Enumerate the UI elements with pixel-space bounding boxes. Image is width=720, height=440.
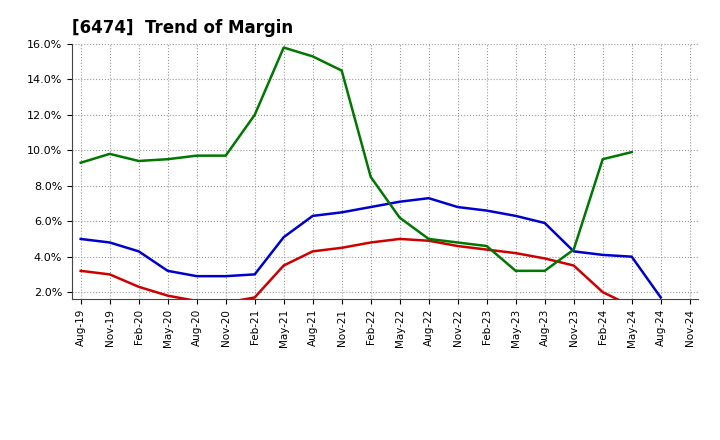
Net Income [511,250,520,256]
Ordinary Income [482,208,491,213]
Operating Cashflow [192,153,201,158]
Ordinary Income [541,220,549,226]
Ordinary Income [163,268,172,274]
Ordinary Income [221,274,230,279]
Ordinary Income [657,295,665,300]
Net Income [657,300,665,305]
Operating Cashflow [541,268,549,274]
Net Income [541,256,549,261]
Net Income [424,238,433,243]
Ordinary Income [192,274,201,279]
Operating Cashflow [251,112,259,117]
Ordinary Income [627,254,636,259]
Net Income [395,236,404,242]
Net Income [221,300,230,305]
Ordinary Income [598,252,607,257]
Operating Cashflow [598,157,607,162]
Operating Cashflow [511,268,520,274]
Legend: Ordinary Income, Net Income, Operating Cashflow: Ordinary Income, Net Income, Operating C… [143,438,627,440]
Ordinary Income [338,210,346,215]
Net Income [366,240,375,245]
Operating Cashflow [570,247,578,252]
Net Income [627,304,636,309]
Operating Cashflow [482,243,491,249]
Operating Cashflow [395,215,404,220]
Ordinary Income [395,199,404,204]
Net Income [76,268,85,274]
Ordinary Income [454,205,462,210]
Net Income [570,263,578,268]
Net Income [279,263,288,268]
Operating Cashflow [627,150,636,155]
Ordinary Income [251,272,259,277]
Operating Cashflow [76,160,85,165]
Operating Cashflow [163,157,172,162]
Net Income [338,245,346,250]
Operating Cashflow [454,240,462,245]
Operating Cashflow [279,45,288,50]
Line: Ordinary Income: Ordinary Income [81,198,661,297]
Net Income [598,290,607,295]
Line: Net Income: Net Income [81,239,661,306]
Operating Cashflow [308,54,317,59]
Ordinary Income [424,195,433,201]
Net Income [454,243,462,249]
Ordinary Income [135,249,143,254]
Ordinary Income [570,249,578,254]
Net Income [251,295,259,300]
Net Income [482,247,491,252]
Operating Cashflow [338,68,346,73]
Operating Cashflow [135,158,143,164]
Operating Cashflow [366,174,375,180]
Ordinary Income [366,205,375,210]
Net Income [308,249,317,254]
Net Income [192,298,201,304]
Operating Cashflow [424,236,433,242]
Ordinary Income [76,236,85,242]
Operating Cashflow [105,151,114,157]
Net Income [105,272,114,277]
Line: Operating Cashflow: Operating Cashflow [81,48,631,271]
Net Income [163,293,172,298]
Operating Cashflow [221,153,230,158]
Ordinary Income [511,213,520,219]
Net Income [135,284,143,290]
Text: [6474]  Trend of Margin: [6474] Trend of Margin [72,19,293,37]
Ordinary Income [105,240,114,245]
Ordinary Income [279,235,288,240]
Ordinary Income [308,213,317,219]
